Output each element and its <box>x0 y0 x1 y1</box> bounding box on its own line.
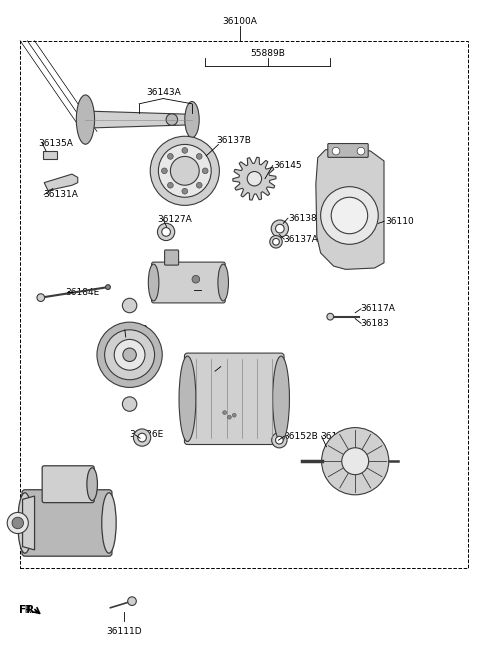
FancyBboxPatch shape <box>328 143 368 158</box>
Circle shape <box>133 429 151 446</box>
Text: 36138A: 36138A <box>288 214 323 223</box>
FancyBboxPatch shape <box>42 466 94 503</box>
Text: 36150: 36150 <box>218 362 247 371</box>
Circle shape <box>247 171 262 186</box>
Circle shape <box>271 220 288 237</box>
Circle shape <box>223 411 227 415</box>
Polygon shape <box>44 174 78 191</box>
Text: 36127A: 36127A <box>157 215 192 224</box>
Ellipse shape <box>122 298 137 313</box>
Circle shape <box>196 183 202 188</box>
Text: 36184E: 36184E <box>65 288 99 297</box>
Circle shape <box>196 154 202 159</box>
Text: 36110: 36110 <box>385 217 414 226</box>
Circle shape <box>273 238 279 245</box>
Circle shape <box>12 517 24 529</box>
Ellipse shape <box>273 356 289 442</box>
Bar <box>20 41 468 568</box>
Text: 36135A: 36135A <box>38 139 73 148</box>
Circle shape <box>168 183 173 188</box>
Circle shape <box>276 224 284 233</box>
Circle shape <box>138 433 146 442</box>
Text: FR.: FR. <box>19 604 38 615</box>
Text: 36170: 36170 <box>119 325 148 334</box>
Circle shape <box>203 168 208 173</box>
Ellipse shape <box>148 264 159 301</box>
FancyBboxPatch shape <box>165 250 179 265</box>
Text: 36183: 36183 <box>360 319 389 328</box>
FancyBboxPatch shape <box>22 489 112 556</box>
Circle shape <box>327 313 334 320</box>
Circle shape <box>150 136 219 206</box>
Circle shape <box>161 168 167 173</box>
Ellipse shape <box>18 493 32 553</box>
Text: 36143A: 36143A <box>146 88 180 97</box>
Circle shape <box>228 415 231 419</box>
FancyBboxPatch shape <box>152 262 225 303</box>
Circle shape <box>232 413 236 417</box>
Polygon shape <box>233 157 276 200</box>
Ellipse shape <box>179 356 196 442</box>
Circle shape <box>128 597 136 606</box>
Ellipse shape <box>87 468 97 501</box>
Circle shape <box>37 294 45 302</box>
Text: 36120: 36120 <box>201 286 229 295</box>
Polygon shape <box>316 148 384 269</box>
Circle shape <box>7 512 28 533</box>
Polygon shape <box>23 496 35 550</box>
Circle shape <box>332 147 340 155</box>
Text: 36145: 36145 <box>274 161 302 170</box>
Circle shape <box>166 114 178 125</box>
FancyBboxPatch shape <box>184 353 284 445</box>
Circle shape <box>270 236 282 248</box>
Circle shape <box>331 197 368 234</box>
Text: 55889B: 55889B <box>251 49 285 58</box>
Circle shape <box>170 156 199 185</box>
Circle shape <box>182 189 188 194</box>
Circle shape <box>182 148 188 153</box>
Circle shape <box>158 145 211 197</box>
Circle shape <box>342 448 369 474</box>
Circle shape <box>106 284 110 290</box>
Circle shape <box>105 330 155 380</box>
Circle shape <box>157 223 175 240</box>
Text: 36126E: 36126E <box>130 430 164 440</box>
Circle shape <box>357 147 365 155</box>
Text: 36117A: 36117A <box>360 304 395 313</box>
Text: FR.: FR. <box>19 604 35 615</box>
Circle shape <box>97 322 162 388</box>
Circle shape <box>162 227 170 237</box>
Text: 36100A: 36100A <box>223 16 257 26</box>
Circle shape <box>192 275 200 283</box>
Text: 36137A: 36137A <box>283 235 318 244</box>
Polygon shape <box>43 151 57 159</box>
Circle shape <box>276 436 283 444</box>
Text: 36111D: 36111D <box>106 627 142 637</box>
Ellipse shape <box>185 102 199 138</box>
Ellipse shape <box>102 493 116 553</box>
Text: 36146A: 36146A <box>321 432 355 441</box>
Ellipse shape <box>76 95 95 145</box>
Text: 36131A: 36131A <box>43 190 78 199</box>
Polygon shape <box>85 111 192 128</box>
Circle shape <box>321 187 378 244</box>
Circle shape <box>272 432 287 448</box>
Circle shape <box>322 428 389 495</box>
Circle shape <box>114 340 145 370</box>
Circle shape <box>168 154 173 159</box>
Text: 36152B: 36152B <box>283 432 318 441</box>
Circle shape <box>123 348 136 361</box>
Ellipse shape <box>218 264 228 301</box>
Ellipse shape <box>122 397 137 411</box>
Text: 36137B: 36137B <box>216 135 251 145</box>
